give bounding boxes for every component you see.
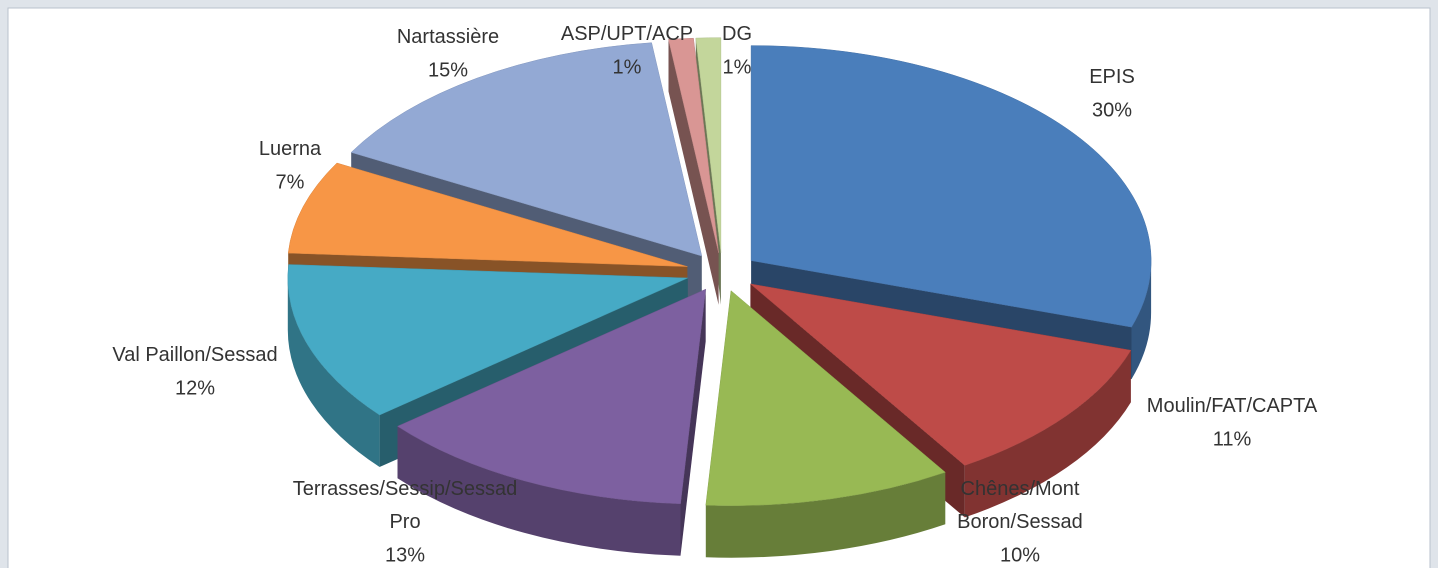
slice-label: Val Paillon/Sessad xyxy=(112,344,277,366)
label-line: DG xyxy=(722,23,752,45)
value-label: 12% xyxy=(175,377,215,399)
slice xyxy=(695,37,722,253)
slice-wall xyxy=(705,472,946,558)
slice-wall xyxy=(964,350,1131,518)
label-line: Luerna xyxy=(259,138,322,160)
label-line: Chênes/Mont xyxy=(961,478,1080,500)
slice xyxy=(396,288,706,505)
slice xyxy=(350,42,703,257)
slice xyxy=(705,290,946,506)
slice-label: Terrasses/Sessip/Sessad Pro xyxy=(293,478,518,533)
slice-wall xyxy=(287,278,380,467)
label-line: Val Paillon/Sessad xyxy=(112,344,277,366)
value-label: 1% xyxy=(613,56,642,78)
value-label: 7% xyxy=(276,171,305,193)
label-line: Boron/Sessad xyxy=(957,511,1083,533)
slice xyxy=(287,162,688,267)
value-label: 15% xyxy=(428,59,468,81)
label-line: Moulin/FAT/CAPTA xyxy=(1147,395,1318,417)
label-line: ASP/UPT/ACP xyxy=(561,23,693,45)
slice-label: Nartassière xyxy=(397,26,499,48)
slice-side xyxy=(668,39,719,305)
labels: EPIS 30% Moulin/FAT/CAPTA 11% Chênes/Mont Bor… xyxy=(112,23,1318,566)
value-label: 30% xyxy=(1092,99,1132,121)
pie xyxy=(287,37,1152,558)
slice-label: Moulin/FAT/CAPTA xyxy=(1147,395,1318,417)
slice-label: EPIS xyxy=(1089,66,1135,88)
slice xyxy=(749,283,1132,466)
value-label: 13% xyxy=(385,544,425,566)
slice xyxy=(668,37,719,253)
value-label: 11% xyxy=(1213,428,1252,450)
slice-label: Chênes/Mont Boron/Sessad xyxy=(957,478,1083,533)
slice-label: DG xyxy=(722,23,752,45)
slice xyxy=(287,264,688,416)
slice-wall xyxy=(1131,260,1152,380)
slice xyxy=(750,45,1152,328)
label-line: Pro xyxy=(389,511,420,533)
slice-wall xyxy=(397,426,681,556)
value-label: 10% xyxy=(1000,544,1040,566)
slice-side xyxy=(680,289,706,556)
slice-label: ASP/UPT/ACP xyxy=(561,23,693,45)
value-label: 1% xyxy=(723,56,752,78)
label-line: Terrasses/Sessip/Sessad xyxy=(293,478,518,500)
label-line: Nartassière xyxy=(397,26,499,48)
slice-label: Luerna xyxy=(259,138,322,160)
label-line: EPIS xyxy=(1089,66,1135,88)
